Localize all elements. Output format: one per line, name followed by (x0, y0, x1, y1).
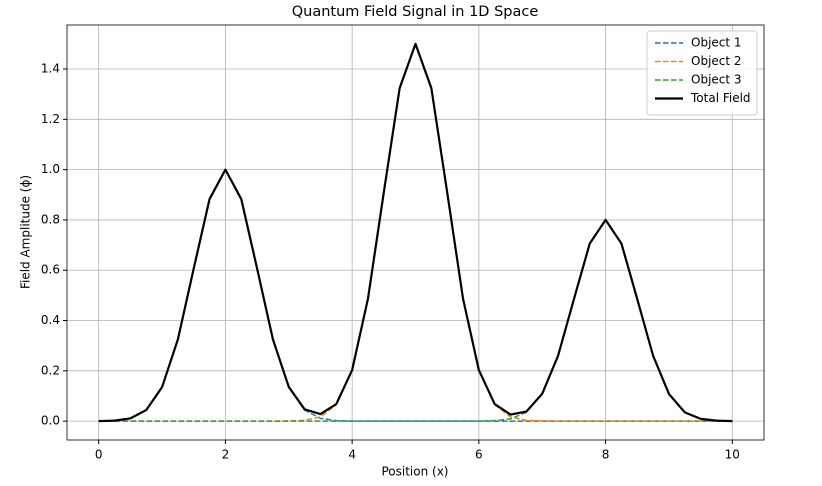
x-axis-label: Position (x) (381, 465, 448, 479)
series-line (98, 219, 733, 422)
y-tick-label: 0.0 (41, 414, 60, 428)
y-tick-label: 0.2 (41, 363, 60, 377)
legend-label: Object 2 (691, 54, 742, 68)
plot-frame (66, 24, 765, 441)
y-tick-label: 1.2 (41, 112, 60, 126)
x-tick-label: 0 (95, 448, 103, 462)
y-tick-label: 0.8 (41, 212, 60, 226)
y-tick-label: 0.6 (41, 263, 60, 277)
legend-box (646, 30, 758, 116)
y-tick-label: 1.4 (41, 62, 60, 76)
chart-title: Quantum Field Signal in 1D Space (292, 4, 539, 20)
legend: Object 1 Object 2 Object 3 Total Field (646, 30, 758, 116)
legend-label: Object 3 (691, 73, 742, 87)
legend-label: Total Field (690, 91, 751, 105)
series-line (98, 43, 733, 422)
x-tick-label: 4 (348, 448, 356, 462)
x-tick-label: 2 (222, 448, 230, 462)
y-axis-label: Field Amplitude (ϕ) (19, 175, 33, 289)
x-tick-label: 6 (475, 448, 483, 462)
y-tick-label: 0.4 (41, 313, 60, 327)
x-tick-label: 10 (725, 448, 740, 462)
x-tick-label: 8 (602, 448, 610, 462)
y-tick-label: 1.0 (41, 162, 60, 176)
series-line (98, 42, 733, 423)
legend-label: Object 1 (691, 36, 742, 50)
